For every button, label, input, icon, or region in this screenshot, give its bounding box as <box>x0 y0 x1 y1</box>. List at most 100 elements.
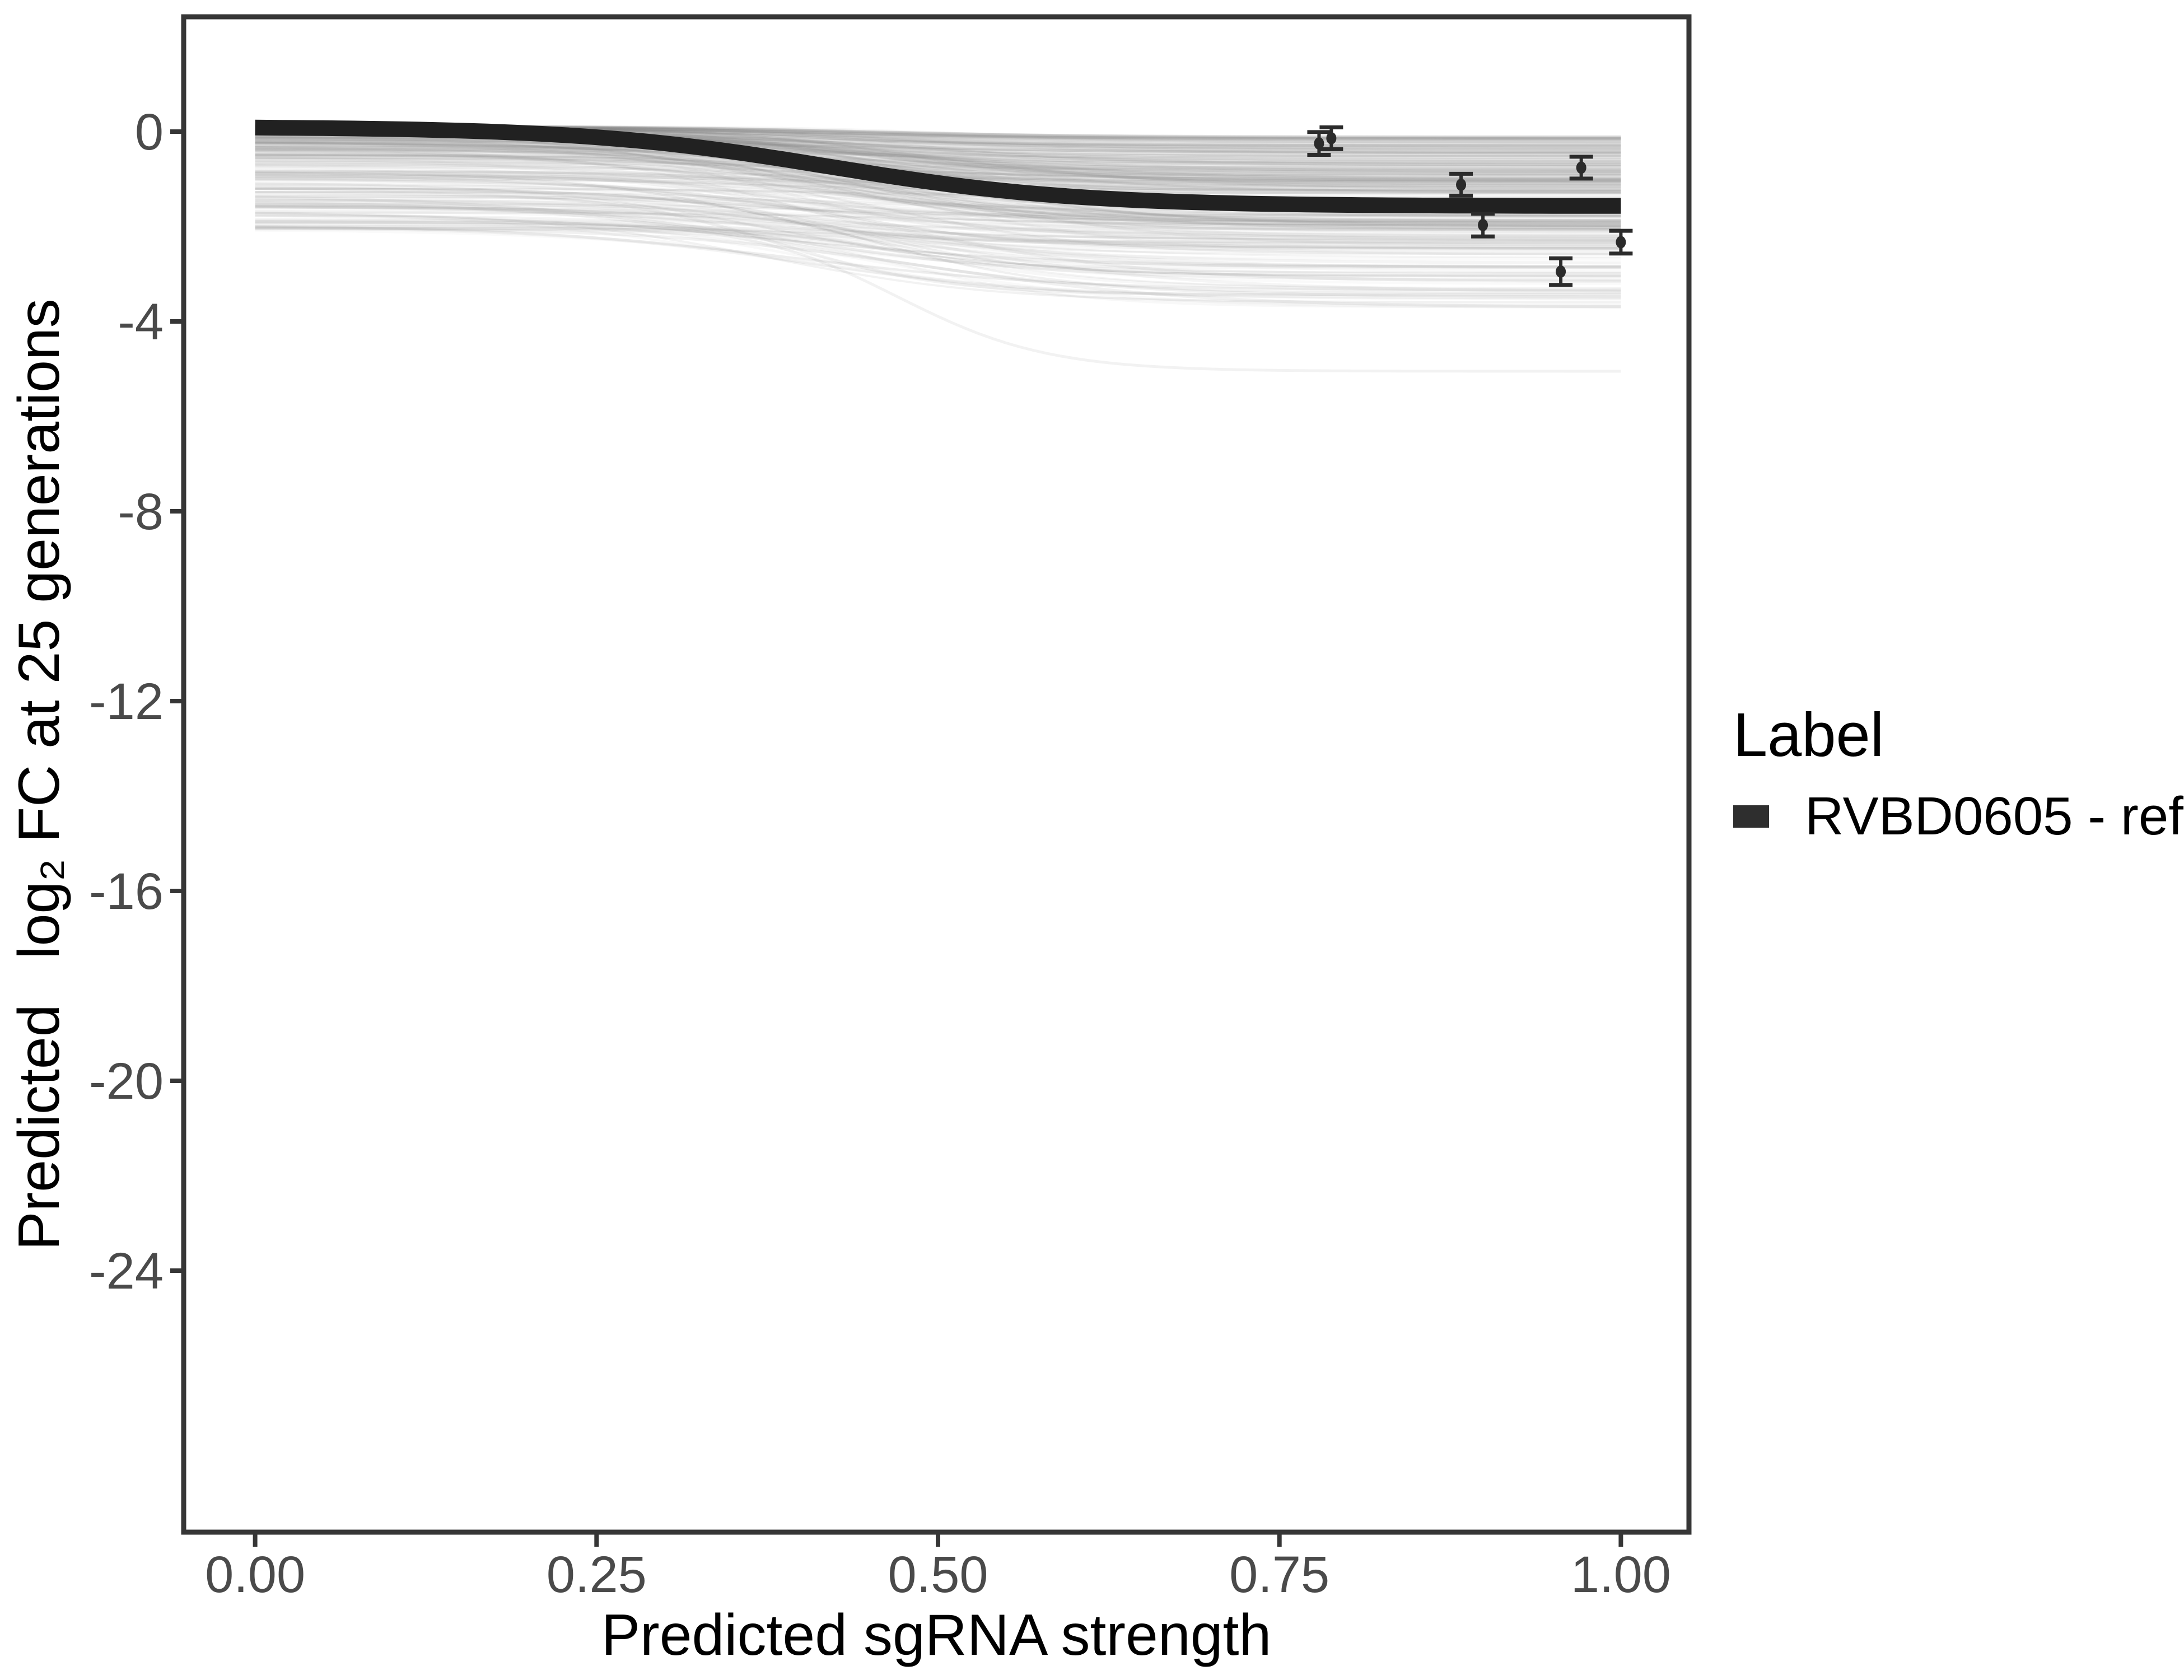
posterior-draw-curve <box>255 182 1621 274</box>
legend-title: Label <box>1733 701 1884 769</box>
posterior-draw-curve <box>255 194 1621 217</box>
posterior-draw-curve <box>255 217 1621 309</box>
posterior-draw-curve <box>255 153 1621 227</box>
posterior-draw-curve <box>255 139 1621 198</box>
posterior-draw-curve <box>255 150 1621 170</box>
posterior-draw-curve <box>255 214 1621 306</box>
posterior-outlier-curve <box>255 188 1621 295</box>
y-axis-title: Predicted log₂ FC at 25 generations <box>7 298 72 1250</box>
y-tick-label: -4 <box>118 293 164 351</box>
data-point-marker <box>1456 178 1467 191</box>
x-tick-label: 0.00 <box>205 1546 305 1603</box>
posterior-draw-curve <box>255 203 1621 248</box>
posterior-draw-curve <box>255 142 1621 174</box>
posterior-outlier-curve <box>255 171 1621 278</box>
posterior-draw-curve <box>255 186 1621 223</box>
y-tick-label: -20 <box>89 1053 164 1110</box>
posterior-draw-curve <box>255 146 1621 162</box>
point-with-errorbar <box>1319 125 1343 151</box>
posterior-draw-curve <box>255 144 1621 158</box>
posterior-draw-curve <box>255 205 1621 265</box>
posterior-draw-curve <box>255 191 1621 296</box>
posterior-draw-curve <box>255 205 1621 250</box>
point-with-errorbar <box>1449 171 1473 198</box>
posterior-draw-curve <box>255 223 1621 241</box>
posterior-draw-curve <box>255 195 1621 282</box>
data-point-marker <box>1556 265 1566 278</box>
posterior-draw-curve <box>255 214 1621 276</box>
posterior-draw-curve <box>255 198 1621 292</box>
posterior-draw-curve <box>255 204 1621 275</box>
posterior-draw-curve <box>255 228 1621 243</box>
y-tick-label: -12 <box>89 673 164 730</box>
posterior-draw-curve <box>255 225 1621 251</box>
posterior-draw-curve <box>255 214 1621 268</box>
posterior-draw-curve <box>255 202 1621 223</box>
posterior-draw-curve <box>255 151 1621 185</box>
posterior-draw-curve <box>255 190 1621 277</box>
x-axis: 0.00 0.25 0.50 0.75 1.00 <box>205 1534 1671 1603</box>
posterior-draw-curve <box>255 148 1621 167</box>
posterior-draw-curve <box>255 225 1621 292</box>
posterior-draw-curve <box>255 171 1621 238</box>
posterior-draw-curve <box>255 204 1621 241</box>
posterior-draw-curve <box>255 155 1621 171</box>
posterior-draw-curve <box>255 156 1621 244</box>
posterior-draw-curve <box>255 163 1621 230</box>
panel-border <box>181 14 1692 1535</box>
posterior-draw-curve <box>255 166 1621 242</box>
posterior-draw-curve <box>255 212 1621 301</box>
data-point-marker <box>1314 137 1324 150</box>
posterior-draw-curve <box>255 186 1621 293</box>
x-tick-label: 0.75 <box>1229 1546 1329 1603</box>
posterior-draw-curve <box>255 157 1621 183</box>
posterior-draw-curve <box>255 139 1621 154</box>
posterior-draw-curve <box>255 223 1621 296</box>
posterior-draw-curve <box>255 141 1621 174</box>
posterior-draw-curve <box>255 227 1621 278</box>
posterior-draw-curve <box>255 172 1621 227</box>
posterior-draw-curve <box>255 227 1621 249</box>
posterior-draw-curve <box>255 222 1621 289</box>
posterior-draw-curve <box>255 154 1621 183</box>
posterior-draw-curve <box>255 184 1621 227</box>
posterior-draw-curve <box>255 150 1621 164</box>
posterior-draw-curve <box>255 229 1621 292</box>
posterior-draw-curve <box>255 201 1621 298</box>
posterior-draw-curve <box>255 188 1621 259</box>
posterior-draw-curve <box>255 158 1621 256</box>
point-with-errorbar <box>1307 130 1331 157</box>
posterior-draw-curve <box>255 147 1621 162</box>
y-tick-label: -16 <box>89 863 164 920</box>
posterior-draw-curve <box>255 226 1621 300</box>
posterior-draw-curve <box>255 152 1621 166</box>
posterior-draw-curve <box>255 143 1621 172</box>
y-tick-label: -8 <box>118 483 164 540</box>
posterior-draw-curve <box>255 163 1621 232</box>
posterior-draw-curve <box>255 164 1621 238</box>
posterior-draw-curve <box>255 226 1621 309</box>
posterior-draw-curve <box>255 148 1621 172</box>
posterior-draw-curve <box>255 226 1621 244</box>
point-with-errorbar <box>1549 256 1573 287</box>
posterior-draw-curve <box>255 141 1621 242</box>
legend: Label RVBD0605 - ref <box>1733 701 2183 846</box>
posterior-draw-curve <box>255 139 1621 157</box>
posterior-draw-curve <box>255 200 1621 286</box>
posterior-curves <box>255 124 1621 373</box>
posterior-draw-curve <box>255 146 1621 228</box>
posterior-draw-curve <box>255 210 1621 245</box>
posterior-draw-curve <box>255 199 1621 269</box>
posterior-draw-curve <box>255 141 1621 247</box>
posterior-draw-curve <box>255 145 1621 165</box>
posterior-outlier-curve <box>255 220 1621 373</box>
posterior-draw-curve <box>255 212 1621 226</box>
legend-item-label: RVBD0605 - ref <box>1805 786 2183 846</box>
posterior-draw-curve <box>255 180 1621 253</box>
data-point-marker <box>1478 218 1488 231</box>
posterior-draw-curve <box>255 153 1621 172</box>
posterior-draw-curve <box>255 153 1621 181</box>
posterior-draw-curve <box>255 142 1621 162</box>
posterior-draw-curve <box>255 206 1621 244</box>
